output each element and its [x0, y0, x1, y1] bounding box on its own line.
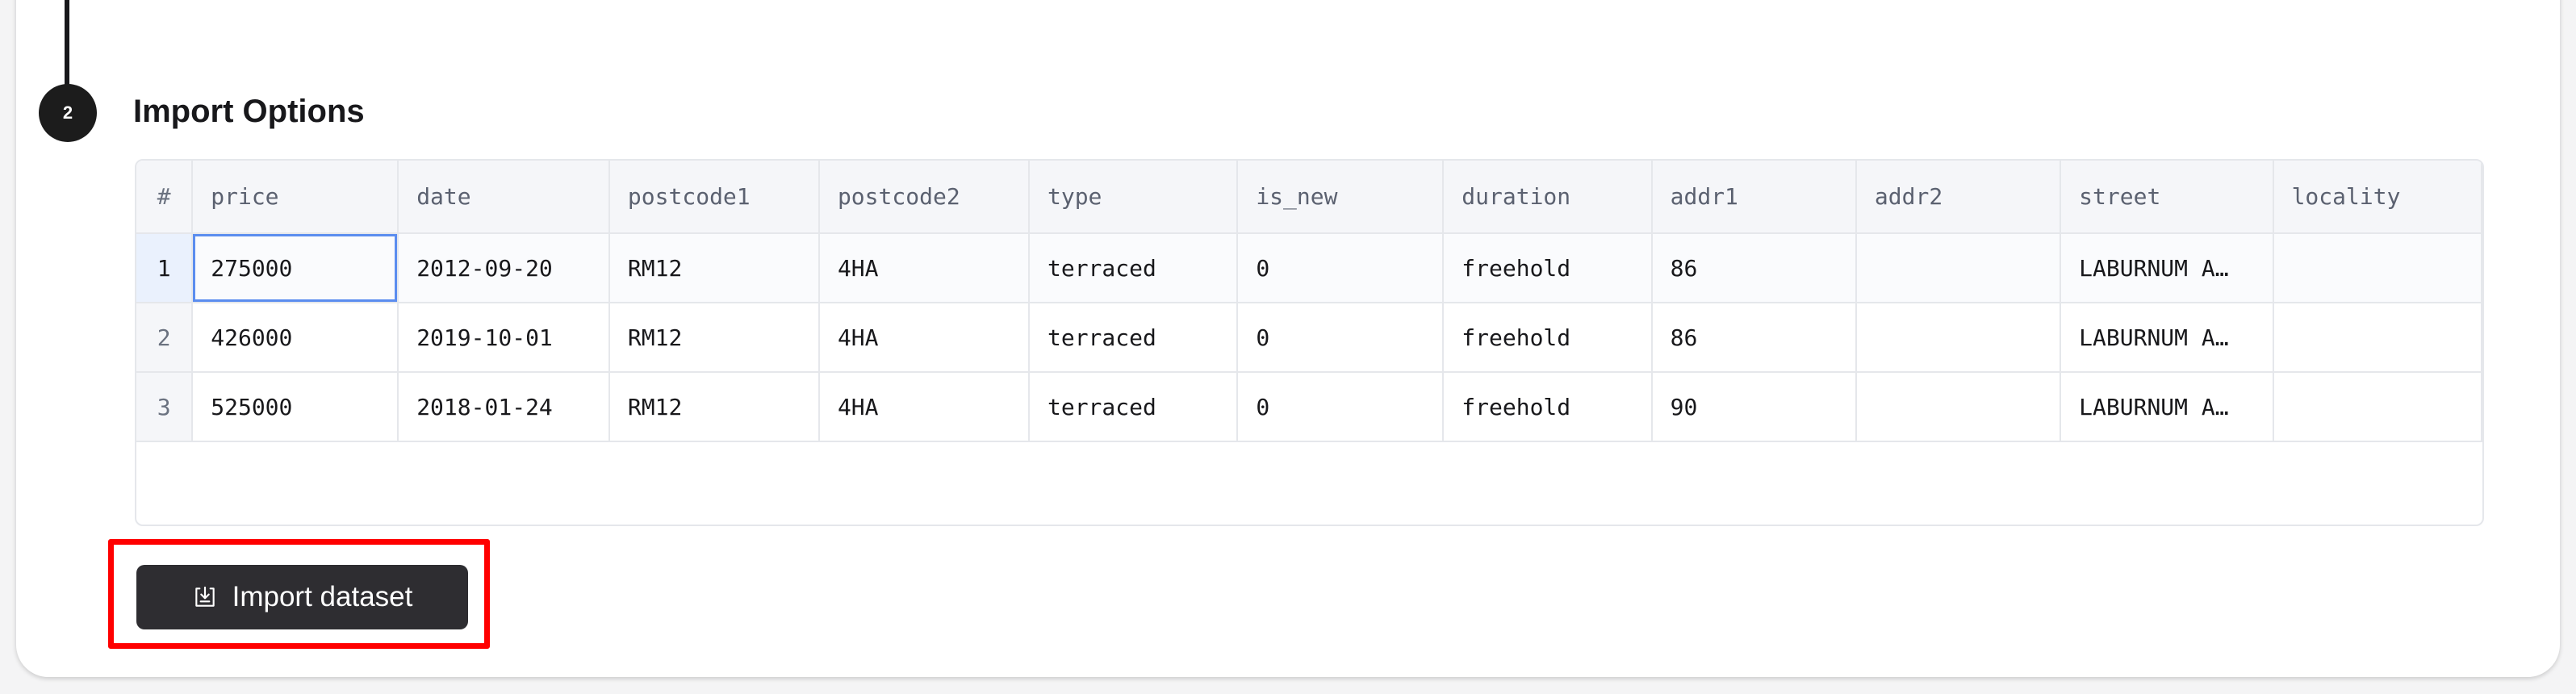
- row-index: 1: [136, 233, 194, 303]
- cell-is-new[interactable]: 0: [1237, 233, 1445, 303]
- column-header-duration[interactable]: duration: [1443, 161, 1653, 234]
- table-header-row: # price date postcode1 postcode2 type is_new d…: [136, 161, 2482, 234]
- cell-price[interactable]: 525000: [192, 372, 399, 442]
- row-index: 2: [136, 303, 194, 373]
- cell-postcode1[interactable]: RM12: [608, 372, 820, 442]
- cell-postcode2[interactable]: 4HA: [818, 372, 1030, 442]
- column-header-is-new[interactable]: is_new: [1237, 161, 1445, 234]
- cell-duration[interactable]: freehold: [1443, 233, 1653, 303]
- table-row: 3 525000 2018-01-24 RM12 4HA terraced 0 freehol…: [136, 372, 2482, 442]
- cell-postcode1[interactable]: RM12: [608, 303, 820, 373]
- column-header-addr1[interactable]: addr1: [1651, 161, 1857, 234]
- column-header-postcode1[interactable]: postcode1: [608, 161, 820, 234]
- column-header-postcode2[interactable]: postcode2: [818, 161, 1030, 234]
- table-row: 2 426000 2019-10-01 RM12 4HA terraced 0 freehol…: [136, 303, 2482, 373]
- import-tray-icon: [194, 586, 215, 607]
- cell-locality[interactable]: [2273, 303, 2482, 373]
- column-header-type[interactable]: type: [1028, 161, 1239, 234]
- index-header: #: [136, 161, 194, 234]
- cell-duration[interactable]: freehold: [1443, 303, 1653, 373]
- cell-addr1[interactable]: 90: [1651, 372, 1857, 442]
- step-connector-line: [65, 0, 69, 89]
- cell-date[interactable]: 2012-09-20: [398, 233, 610, 303]
- cell-type[interactable]: terraced: [1028, 372, 1239, 442]
- highlight-box: [108, 539, 490, 649]
- column-header-price[interactable]: price: [192, 161, 399, 234]
- cell-is-new[interactable]: 0: [1237, 372, 1445, 442]
- cell-street[interactable]: LABURNUM A…: [2060, 233, 2274, 303]
- import-dataset-label: Import dataset: [232, 581, 413, 612]
- cell-duration[interactable]: freehold: [1443, 372, 1653, 442]
- cell-price[interactable]: 275000: [192, 233, 399, 303]
- cell-type[interactable]: terraced: [1028, 233, 1239, 303]
- cell-addr2[interactable]: [1855, 233, 2062, 303]
- column-header-street[interactable]: street: [2060, 161, 2274, 234]
- row-index: 3: [136, 372, 194, 442]
- column-header-date[interactable]: date: [398, 161, 610, 234]
- cell-addr1[interactable]: 86: [1651, 303, 1857, 373]
- cell-date[interactable]: 2019-10-01: [398, 303, 610, 373]
- cell-date[interactable]: 2018-01-24: [398, 372, 610, 442]
- cell-street[interactable]: LABURNUM A…: [2060, 303, 2274, 373]
- section-title: Import Options: [133, 94, 365, 129]
- cell-addr2[interactable]: [1855, 372, 2062, 442]
- column-header-addr2[interactable]: addr2: [1855, 161, 2062, 234]
- preview-table[interactable]: # price date postcode1 postcode2 type is_new d…: [135, 159, 2484, 526]
- cell-is-new[interactable]: 0: [1237, 303, 1445, 373]
- cell-locality[interactable]: [2273, 372, 2482, 442]
- cell-type[interactable]: terraced: [1028, 303, 1239, 373]
- cell-postcode2[interactable]: 4HA: [818, 303, 1030, 373]
- step-number-badge: 2: [39, 84, 97, 142]
- cell-street[interactable]: LABURNUM A…: [2060, 372, 2274, 442]
- table-row: 1 275000 2012-09-20 RM12 4HA terraced 0 freehol…: [136, 233, 2482, 303]
- cell-postcode1[interactable]: RM12: [608, 233, 820, 303]
- import-dataset-button[interactable]: Import dataset: [136, 565, 468, 629]
- cell-postcode2[interactable]: 4HA: [818, 233, 1030, 303]
- cell-price[interactable]: 426000: [192, 303, 399, 373]
- cell-addr1[interactable]: 86: [1651, 233, 1857, 303]
- cell-addr2[interactable]: [1855, 303, 2062, 373]
- column-header-locality[interactable]: locality: [2273, 161, 2482, 234]
- cell-locality[interactable]: [2273, 233, 2482, 303]
